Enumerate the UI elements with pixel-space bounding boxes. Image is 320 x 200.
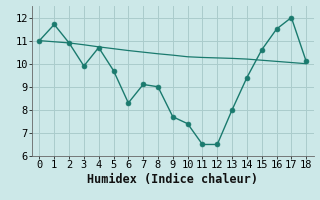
X-axis label: Humidex (Indice chaleur): Humidex (Indice chaleur) [87, 173, 258, 186]
